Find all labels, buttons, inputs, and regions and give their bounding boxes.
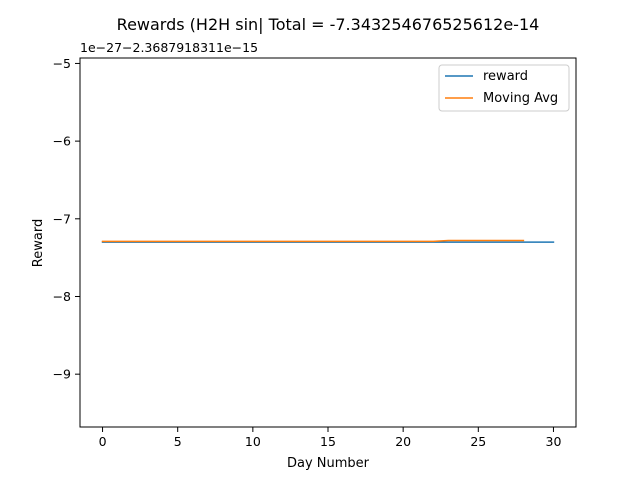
chart-title: Rewards (H2H sin| Total = -7.34325467652… (117, 15, 540, 34)
legend-label-reward: reward (483, 69, 528, 84)
legend: reward Moving Avg (438, 64, 570, 112)
y-ticks: −9 −8 −7 −6 −5 (53, 56, 80, 382)
x-tick-label: 20 (395, 434, 411, 449)
x-tick-label: 5 (174, 434, 182, 449)
legend-label-moving-avg: Moving Avg (483, 91, 558, 106)
y-tick-label: −6 (53, 134, 71, 149)
x-tick-label: 25 (470, 434, 486, 449)
series-line-moving-avg (101, 239, 525, 243)
x-tick-label: 30 (546, 434, 562, 449)
x-tick-label: 10 (245, 434, 261, 449)
y-offset-text: 1e−27−2.3687918311e−15 (80, 40, 258, 55)
x-tick-label: 0 (99, 434, 107, 449)
series-layer (101, 239, 555, 243)
y-axis-label: Reward (31, 219, 46, 267)
x-tick-label: 15 (320, 434, 336, 449)
y-tick-label: −7 (53, 211, 71, 226)
x-axis-label: Day Number (287, 456, 370, 471)
y-tick-label: −5 (53, 56, 71, 71)
x-ticks: 0 5 10 15 20 25 30 (99, 427, 562, 449)
y-tick-label: −8 (53, 289, 71, 304)
y-tick-label: −9 (53, 367, 71, 382)
